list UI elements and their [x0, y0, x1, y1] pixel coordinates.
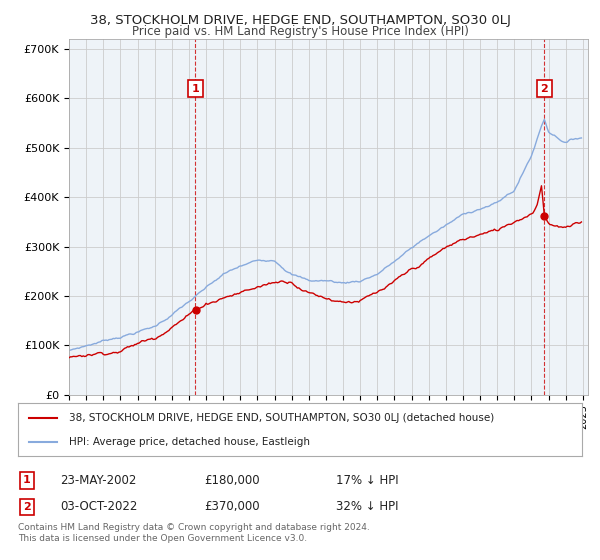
Text: £370,000: £370,000	[204, 500, 260, 514]
Text: 2: 2	[23, 502, 31, 512]
Text: HPI: Average price, detached house, Eastleigh: HPI: Average price, detached house, East…	[69, 436, 310, 446]
Text: 38, STOCKHOLM DRIVE, HEDGE END, SOUTHAMPTON, SO30 0LJ (detached house): 38, STOCKHOLM DRIVE, HEDGE END, SOUTHAMP…	[69, 413, 494, 423]
Text: Contains HM Land Registry data © Crown copyright and database right 2024.
This d: Contains HM Land Registry data © Crown c…	[18, 524, 370, 543]
Text: 23-MAY-2002: 23-MAY-2002	[60, 474, 136, 487]
Text: 38, STOCKHOLM DRIVE, HEDGE END, SOUTHAMPTON, SO30 0LJ: 38, STOCKHOLM DRIVE, HEDGE END, SOUTHAMP…	[89, 14, 511, 27]
Text: 03-OCT-2022: 03-OCT-2022	[60, 500, 137, 514]
Text: Price paid vs. HM Land Registry's House Price Index (HPI): Price paid vs. HM Land Registry's House …	[131, 25, 469, 38]
Text: 1: 1	[191, 83, 199, 94]
Text: £180,000: £180,000	[204, 474, 260, 487]
Text: 32% ↓ HPI: 32% ↓ HPI	[336, 500, 398, 514]
Text: 17% ↓ HPI: 17% ↓ HPI	[336, 474, 398, 487]
Text: 1: 1	[23, 475, 31, 486]
Text: 2: 2	[541, 83, 548, 94]
